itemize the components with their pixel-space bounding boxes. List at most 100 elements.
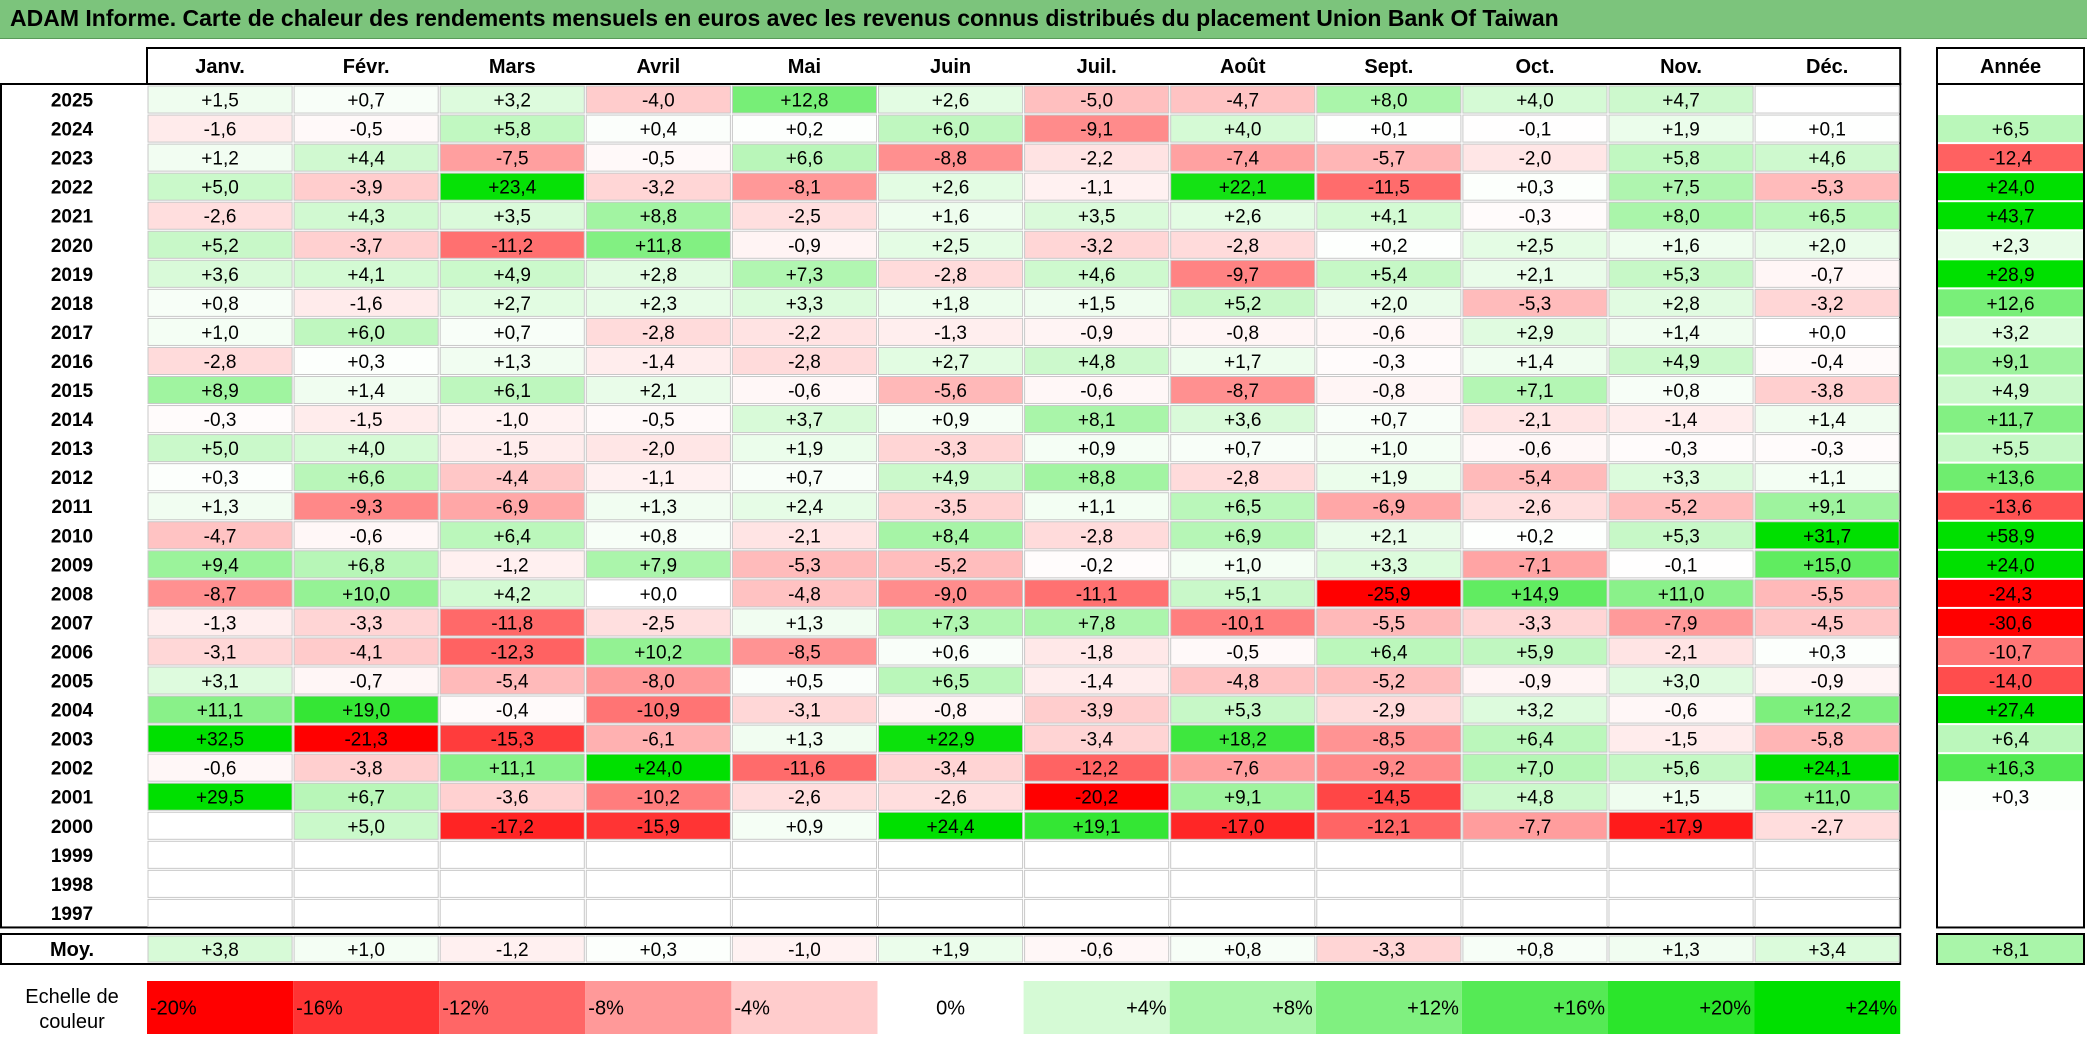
cell-value: -0,9 bbox=[1519, 672, 1552, 693]
chart-title: ADAM Informe. Carte de chaleur des rende… bbox=[10, 5, 1559, 31]
cell-value: -1,1 bbox=[1080, 178, 1113, 199]
cell-value: +10,0 bbox=[342, 584, 390, 605]
cell-value: +2,4 bbox=[786, 497, 824, 518]
heat-cell bbox=[1316, 463, 1462, 492]
heat-cell bbox=[1024, 550, 1170, 579]
annual-value: +6,4 bbox=[1992, 730, 2030, 751]
year-label: 2015 bbox=[51, 381, 94, 402]
heat-cell bbox=[878, 898, 1024, 927]
cell-value: -0,7 bbox=[350, 672, 383, 693]
cell-value: +0,9 bbox=[932, 410, 970, 431]
heat-cell bbox=[439, 259, 585, 288]
cell-value: +1,9 bbox=[786, 439, 824, 460]
cell-value: +4,6 bbox=[1078, 265, 1116, 286]
heat-cell bbox=[1608, 608, 1754, 637]
heat-cell bbox=[147, 463, 293, 492]
cell-value: +11,1 bbox=[489, 759, 536, 780]
cell-value: -0,6 bbox=[1665, 701, 1698, 722]
year-label: 2010 bbox=[51, 526, 93, 547]
year-label: 2003 bbox=[51, 730, 93, 751]
heat-cell bbox=[1316, 753, 1462, 782]
heat-cell bbox=[439, 608, 585, 637]
heat-cell bbox=[147, 288, 293, 317]
cell-value: +0,8 bbox=[201, 294, 239, 315]
year-label: 2004 bbox=[51, 701, 94, 722]
year-label: 2011 bbox=[51, 497, 93, 518]
cell-value: -8,5 bbox=[1372, 730, 1405, 751]
cell-value: +4,9 bbox=[932, 468, 970, 489]
annual-value: +13,6 bbox=[1986, 468, 2034, 489]
annual-value: +27,4 bbox=[1986, 701, 2035, 722]
cell-value: +1,1 bbox=[1808, 468, 1846, 489]
month-header: Janv. bbox=[195, 56, 245, 78]
cell-value: -21,3 bbox=[344, 730, 387, 751]
heat-cell bbox=[293, 85, 439, 114]
year-label: 2006 bbox=[51, 642, 93, 663]
cell-value: +3,3 bbox=[1662, 468, 1700, 489]
cell-value: +8,9 bbox=[201, 381, 239, 402]
heat-cell bbox=[585, 782, 731, 811]
heat-cell bbox=[1608, 753, 1754, 782]
heat-cell bbox=[1170, 405, 1316, 434]
heat-cell bbox=[1608, 637, 1754, 666]
cell-value: +0,3 bbox=[347, 352, 385, 373]
heat-cell bbox=[1316, 201, 1462, 230]
cell-value: -7,6 bbox=[1226, 759, 1259, 780]
heat-cell bbox=[1754, 172, 1900, 201]
heat-cell bbox=[293, 550, 439, 579]
heat-cell bbox=[1170, 463, 1316, 492]
heat-cell bbox=[1754, 811, 1900, 840]
cell-value: +6,6 bbox=[347, 468, 385, 489]
year-label: 2005 bbox=[51, 672, 94, 693]
cell-value: +6,1 bbox=[493, 381, 531, 402]
avg-cell bbox=[1462, 935, 1608, 963]
heat-cell bbox=[1608, 259, 1754, 288]
cell-value: +9,1 bbox=[1808, 497, 1846, 518]
cell-value: +5,8 bbox=[1662, 149, 1700, 170]
cell-value: -12,1 bbox=[1367, 817, 1410, 838]
cell-value: -5,4 bbox=[496, 672, 529, 693]
cell-value: -2,6 bbox=[1519, 497, 1552, 518]
cell-value: -5,6 bbox=[934, 381, 967, 402]
annual-cell bbox=[1938, 783, 2083, 811]
heat-cell bbox=[1462, 637, 1608, 666]
cell-value: -6,9 bbox=[1372, 497, 1405, 518]
heat-cell bbox=[147, 405, 293, 434]
cell-value: +5,4 bbox=[1370, 265, 1408, 286]
heat-cell bbox=[1754, 492, 1900, 521]
heat-cell bbox=[731, 637, 878, 666]
cell-value: -5,2 bbox=[1665, 497, 1698, 518]
heat-cell bbox=[147, 201, 293, 230]
cell-value: +1,4 bbox=[1662, 323, 1700, 344]
cell-value: -4,8 bbox=[788, 584, 821, 605]
heat-cell bbox=[585, 376, 731, 405]
cell-value: -14,5 bbox=[1367, 788, 1410, 809]
cell-value: +2,1 bbox=[640, 381, 678, 402]
cell-value: -9,0 bbox=[934, 584, 967, 605]
cell-value: +2,9 bbox=[1516, 323, 1554, 344]
cell-value: -7,9 bbox=[1665, 613, 1698, 634]
cell-value: +5,0 bbox=[201, 439, 239, 460]
cell-value: -4,1 bbox=[350, 642, 383, 663]
cell-value: +7,5 bbox=[1662, 178, 1700, 199]
cell-value: -0,6 bbox=[1372, 323, 1405, 344]
annual-cell bbox=[1938, 144, 2083, 172]
avg-value: +3,8 bbox=[201, 940, 239, 961]
annual-cell bbox=[1938, 812, 2083, 840]
scale-tick: +8% bbox=[1272, 998, 1313, 1020]
cell-value: -2,5 bbox=[788, 207, 821, 228]
cell-value: -3,3 bbox=[934, 439, 967, 460]
annual-cell bbox=[1938, 608, 2083, 636]
heat-cell bbox=[293, 521, 439, 550]
cell-value: +0,7 bbox=[347, 91, 385, 112]
cell-value: -8,7 bbox=[204, 584, 237, 605]
heat-cell bbox=[878, 724, 1024, 753]
avg-cell bbox=[1024, 935, 1170, 963]
cell-value: +0,1 bbox=[1808, 120, 1846, 141]
cell-value: +7,0 bbox=[1516, 759, 1554, 780]
heat-cell bbox=[439, 782, 585, 811]
cell-value: -3,2 bbox=[642, 178, 675, 199]
heat-cell bbox=[1170, 782, 1316, 811]
heat-cell bbox=[878, 869, 1024, 898]
